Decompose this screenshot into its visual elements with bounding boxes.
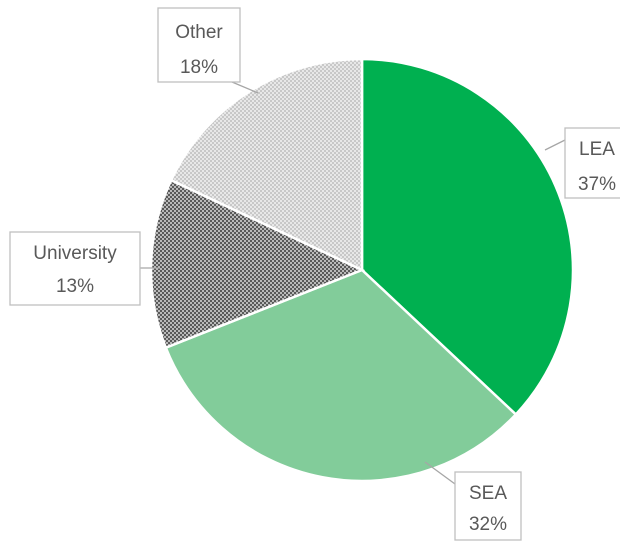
slice-value-label: 18% bbox=[180, 57, 218, 78]
pie-slice bbox=[149, 178, 366, 350]
slice-label: Other bbox=[175, 22, 223, 43]
pie-slice bbox=[169, 57, 364, 272]
pie-slice bbox=[164, 268, 518, 483]
slice-value-label: 37% bbox=[578, 174, 616, 195]
leader-line bbox=[544, 139, 566, 151]
pie-slice bbox=[360, 57, 575, 417]
slice-value-label: 13% bbox=[56, 276, 94, 297]
leader-line bbox=[231, 81, 259, 94]
slice-label: LEA bbox=[579, 139, 615, 160]
slice-label: University bbox=[33, 243, 117, 264]
slice-label: SEA bbox=[469, 483, 507, 504]
label-box bbox=[564, 127, 620, 199]
label-box bbox=[454, 471, 522, 541]
label-box bbox=[9, 231, 141, 306]
label-box bbox=[157, 7, 241, 83]
slice-value-label: 32% bbox=[469, 514, 507, 535]
leader-line bbox=[424, 461, 456, 485]
